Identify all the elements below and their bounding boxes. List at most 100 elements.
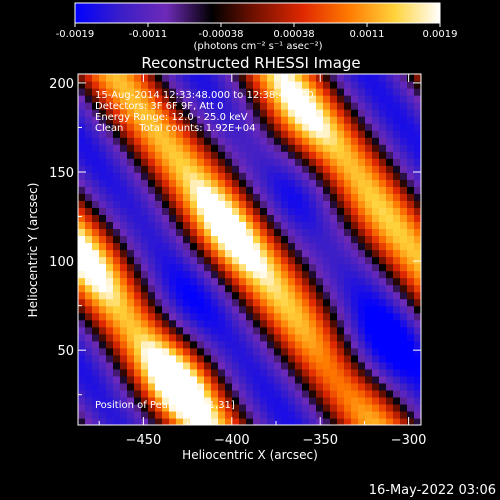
heatmap-cell bbox=[162, 410, 170, 419]
heatmap-cell bbox=[407, 410, 415, 419]
heatmap-cell bbox=[239, 242, 247, 251]
heatmap-cell bbox=[288, 319, 296, 328]
heatmap-cell bbox=[183, 186, 191, 194]
heatmap-cell bbox=[253, 396, 261, 405]
heatmap-cell bbox=[99, 270, 107, 279]
heatmap-cell bbox=[309, 235, 317, 244]
heatmap-cell bbox=[155, 116, 163, 124]
heatmap-cell bbox=[414, 95, 421, 103]
heatmap-cell bbox=[134, 256, 142, 265]
heatmap-cell bbox=[246, 235, 254, 244]
heatmap-cell bbox=[169, 270, 177, 279]
heatmap-cell bbox=[211, 340, 219, 349]
heatmap-cell bbox=[141, 305, 149, 314]
heatmap-cell bbox=[260, 375, 268, 384]
heatmap-cell bbox=[365, 340, 373, 349]
heatmap-cell bbox=[218, 263, 226, 272]
heatmap-cell bbox=[302, 270, 310, 279]
heatmap-cell bbox=[92, 375, 100, 384]
heatmap-cell bbox=[127, 235, 135, 244]
heatmap-cell bbox=[183, 228, 191, 237]
heatmap-cell bbox=[113, 102, 121, 110]
heatmap-cell bbox=[78, 291, 86, 300]
heatmap-cell bbox=[288, 109, 296, 117]
heatmap-cell bbox=[309, 263, 317, 272]
heatmap-cell bbox=[176, 263, 184, 272]
heatmap-cell bbox=[127, 158, 135, 166]
heatmap-cell bbox=[99, 312, 107, 321]
heatmap-cell bbox=[253, 144, 261, 152]
heatmap-cell bbox=[239, 403, 247, 412]
heatmap-cell bbox=[120, 207, 128, 215]
heatmap-cell bbox=[358, 291, 366, 300]
heatmap-cell bbox=[267, 347, 275, 356]
heatmap-cell bbox=[316, 221, 324, 230]
heatmap-cell bbox=[253, 123, 261, 131]
heatmap-cell bbox=[260, 354, 268, 363]
heatmap-cell bbox=[400, 326, 408, 335]
heatmap-cell bbox=[365, 284, 373, 293]
heatmap-cell bbox=[302, 326, 310, 335]
heatmap-cell bbox=[365, 270, 373, 279]
heatmap-cell bbox=[113, 312, 121, 321]
heatmap-cell bbox=[78, 130, 86, 138]
heatmap-cell bbox=[190, 256, 198, 265]
heatmap-cell bbox=[169, 235, 177, 244]
heatmap-cell bbox=[92, 256, 100, 265]
heatmap-cell bbox=[393, 144, 401, 152]
heatmap-cell bbox=[190, 368, 198, 377]
heatmap-cell bbox=[127, 340, 135, 349]
heatmap-cell bbox=[260, 410, 268, 419]
heatmap-cell bbox=[239, 347, 247, 356]
heatmap-cell bbox=[330, 361, 338, 370]
heatmap-cell bbox=[106, 284, 114, 293]
heatmap-cell bbox=[162, 109, 170, 117]
heatmap-cell bbox=[393, 165, 401, 173]
heatmap-cell bbox=[106, 298, 114, 307]
heatmap-cell bbox=[386, 249, 394, 258]
heatmap-cell bbox=[323, 151, 331, 159]
heatmap-cell bbox=[78, 151, 86, 159]
heatmap-cell bbox=[260, 214, 268, 223]
heatmap-cell bbox=[92, 389, 100, 398]
heatmap-cell bbox=[148, 270, 156, 279]
heatmap-cell bbox=[316, 382, 324, 391]
heatmap-cell bbox=[288, 88, 296, 96]
heatmap-cell bbox=[204, 214, 212, 223]
heatmap-cell bbox=[309, 214, 317, 223]
heatmap-cell bbox=[274, 200, 282, 208]
heatmap-cell bbox=[337, 403, 345, 412]
heatmap-cell bbox=[253, 326, 261, 335]
heatmap-cell bbox=[225, 249, 233, 258]
heatmap-cell bbox=[267, 151, 275, 159]
heatmap-cell bbox=[127, 368, 135, 377]
heatmap-cell bbox=[92, 347, 100, 356]
heatmap-cell bbox=[155, 74, 163, 82]
heatmap-cell bbox=[267, 284, 275, 293]
heatmap-cell bbox=[414, 102, 421, 110]
heatmap-cell bbox=[169, 88, 177, 96]
heatmap-cell bbox=[106, 158, 114, 166]
heatmap-cell bbox=[407, 151, 415, 159]
heatmap-cell bbox=[330, 270, 338, 279]
heatmap-cell bbox=[218, 74, 226, 82]
heatmap-cell bbox=[386, 417, 394, 425]
heatmap-cell bbox=[162, 95, 170, 103]
heatmap-cell bbox=[393, 137, 401, 145]
heatmap-cell bbox=[358, 214, 366, 223]
heatmap-cell bbox=[169, 312, 177, 321]
heatmap-cell bbox=[120, 284, 128, 293]
heatmap-cell bbox=[281, 193, 289, 201]
heatmap-cell bbox=[141, 158, 149, 166]
heatmap-cell bbox=[267, 396, 275, 405]
heatmap-cell bbox=[92, 319, 100, 328]
heatmap-cell bbox=[232, 319, 240, 328]
heatmap-cell bbox=[78, 326, 86, 335]
heatmap-cell bbox=[330, 179, 338, 187]
heatmap-cell bbox=[92, 74, 100, 82]
heatmap-cell bbox=[106, 417, 114, 425]
heatmap-cell bbox=[106, 291, 114, 300]
heatmap-cell bbox=[393, 403, 401, 412]
heatmap-cell bbox=[330, 81, 338, 89]
heatmap-cell bbox=[162, 389, 170, 398]
